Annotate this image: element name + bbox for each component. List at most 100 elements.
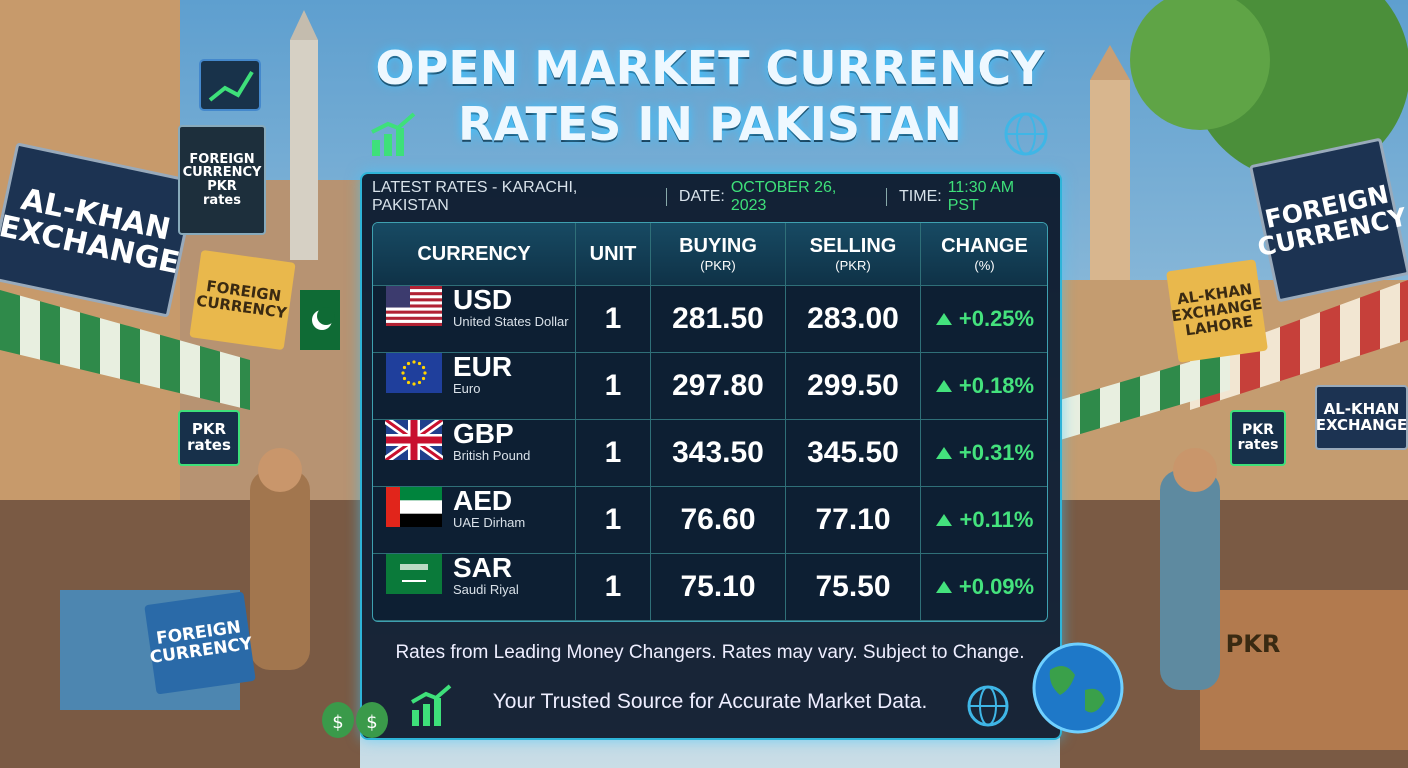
currency-code: GBP xyxy=(453,418,514,449)
separator xyxy=(665,188,667,206)
title-line: RATES IN PAKISTAN xyxy=(458,97,962,151)
column-label: BUYING xyxy=(679,235,757,257)
shop-sign: AL-KHAN EXCHANGE xyxy=(1315,385,1408,450)
unit: 1 xyxy=(604,570,622,603)
buying-cell: 75.10 xyxy=(651,554,786,621)
currency-text: AED UAE Dirham xyxy=(453,485,526,531)
change: +0.31% xyxy=(958,440,1035,465)
currency-code: SAR xyxy=(453,552,513,583)
disclaimer: Rates from Leading Money Changers. Rates… xyxy=(395,642,1025,663)
buying: 75.10 xyxy=(680,570,756,603)
title-line: OPEN MARKET CURRENCY xyxy=(375,41,1045,95)
currency-name: United States Dollar xyxy=(453,314,569,329)
column-header: CHANGE (%) xyxy=(921,223,1047,286)
sign-line: PKR xyxy=(1242,422,1274,439)
column-unit: (PKR) xyxy=(835,258,871,273)
sign-line: rates xyxy=(1237,437,1279,453)
shop-sign: PKR rates xyxy=(1230,410,1286,466)
globe-icon xyxy=(1004,112,1048,156)
chart-icon xyxy=(411,684,452,726)
sign-line: CURRENCY xyxy=(182,165,262,181)
flag xyxy=(386,487,442,527)
svg-text:$: $ xyxy=(366,712,377,733)
currency-code: USD xyxy=(453,284,513,315)
column-header: SELLING (PKR) xyxy=(786,223,921,286)
sign-line: PKR xyxy=(1225,630,1281,659)
change-cell: +0.25% xyxy=(921,286,1047,353)
unit-cell: 1 xyxy=(576,353,651,420)
column-unit: (%) xyxy=(974,258,995,273)
unit: 1 xyxy=(604,436,622,469)
unit-cell: 1 xyxy=(576,286,651,353)
chart-icon xyxy=(371,112,416,156)
currency-text: SAR Saudi Riyal xyxy=(453,552,519,598)
selling-cell: 299.50 xyxy=(786,353,921,420)
buying: 297.80 xyxy=(672,369,764,402)
sign-line: PKR xyxy=(207,179,237,194)
sign-line: rates xyxy=(187,436,231,454)
sign-line: EXCHANGE xyxy=(1315,415,1408,434)
globe-icon xyxy=(967,685,1009,727)
svg-text:$: $ xyxy=(332,712,343,733)
selling-cell: 345.50 xyxy=(786,420,921,487)
currency-code: EUR xyxy=(453,351,513,382)
currency-cell: EUR Euro xyxy=(373,353,576,420)
currency-name: Saudi Riyal xyxy=(453,582,519,597)
change: +0.11% xyxy=(959,507,1034,532)
up-arrow xyxy=(935,581,952,593)
change: +0.09% xyxy=(958,574,1035,599)
currency-code: AED xyxy=(453,485,513,516)
currency-text: GBP British Pound xyxy=(453,418,531,464)
unit: 1 xyxy=(604,302,622,335)
change: +0.18% xyxy=(958,373,1035,398)
sign-line: rates xyxy=(203,192,241,208)
currency-cell: USD United States Dollar xyxy=(373,286,576,353)
unit-cell: 1 xyxy=(576,487,651,554)
shop-sign: AL-KHAN EXCHANGE LAHORE xyxy=(1166,259,1268,363)
buying-cell: 76.60 xyxy=(651,487,786,554)
column-label: CURRENCY xyxy=(417,242,531,265)
selling-cell: 77.10 xyxy=(786,487,921,554)
buying-cell: 297.80 xyxy=(651,353,786,420)
shop-sign: FOREIGN CURRENCY xyxy=(144,591,256,695)
currency-text: USD United States Dollar xyxy=(453,284,569,330)
currency-text: EUR Euro xyxy=(453,351,513,397)
sign-line: AL-KHAN xyxy=(1323,399,1400,418)
rates-table: CURRENCY UNIT BUYING (PKR) SELLING (PKR) CHANG… xyxy=(372,222,1048,622)
column-label: UNIT xyxy=(589,242,637,265)
buying: 76.60 xyxy=(680,503,756,536)
flag xyxy=(386,554,442,594)
selling-cell: 75.50 xyxy=(786,554,921,621)
currency-cell: AED UAE Dirham xyxy=(373,487,576,554)
selling: 283.00 xyxy=(807,302,899,335)
time-label: TIME: xyxy=(899,188,942,205)
date: OCTOBER 26, 2023 xyxy=(730,179,837,214)
tagline: Your Trusted Source for Accurate Market … xyxy=(492,690,928,713)
location: LATEST RATES - KARACHI, PAKISTAN xyxy=(372,179,578,214)
column-label: CHANGE xyxy=(941,235,1028,257)
column-header: BUYING (PKR) xyxy=(651,223,786,286)
title: OPEN MARKET CURRENCY RATES IN PAKISTAN xyxy=(300,40,1120,152)
money-icon: $ $ xyxy=(322,702,388,738)
buying-cell: 281.50 xyxy=(651,286,786,353)
separator xyxy=(886,188,888,206)
up-arrow xyxy=(935,380,952,392)
column-header: UNIT xyxy=(576,223,651,286)
change-cell: +0.18% xyxy=(921,353,1047,420)
flag xyxy=(386,286,442,326)
currency-name: British Pound xyxy=(453,448,531,463)
column-label: SELLING xyxy=(809,235,897,257)
time: 11:30 AM PST xyxy=(947,179,1015,214)
buying-cell: 343.50 xyxy=(651,420,786,487)
selling: 345.50 xyxy=(807,436,899,469)
column-unit: (PKR) xyxy=(700,258,736,273)
shop-sign: FOREIGN CURRENCY PKR rates xyxy=(178,125,266,235)
sign-line: FOREIGN xyxy=(189,151,255,167)
unit-cell: 1 xyxy=(576,420,651,487)
flag xyxy=(386,353,442,393)
currency-name: UAE Dirham xyxy=(453,515,526,530)
change-cell: +0.09% xyxy=(921,554,1047,621)
